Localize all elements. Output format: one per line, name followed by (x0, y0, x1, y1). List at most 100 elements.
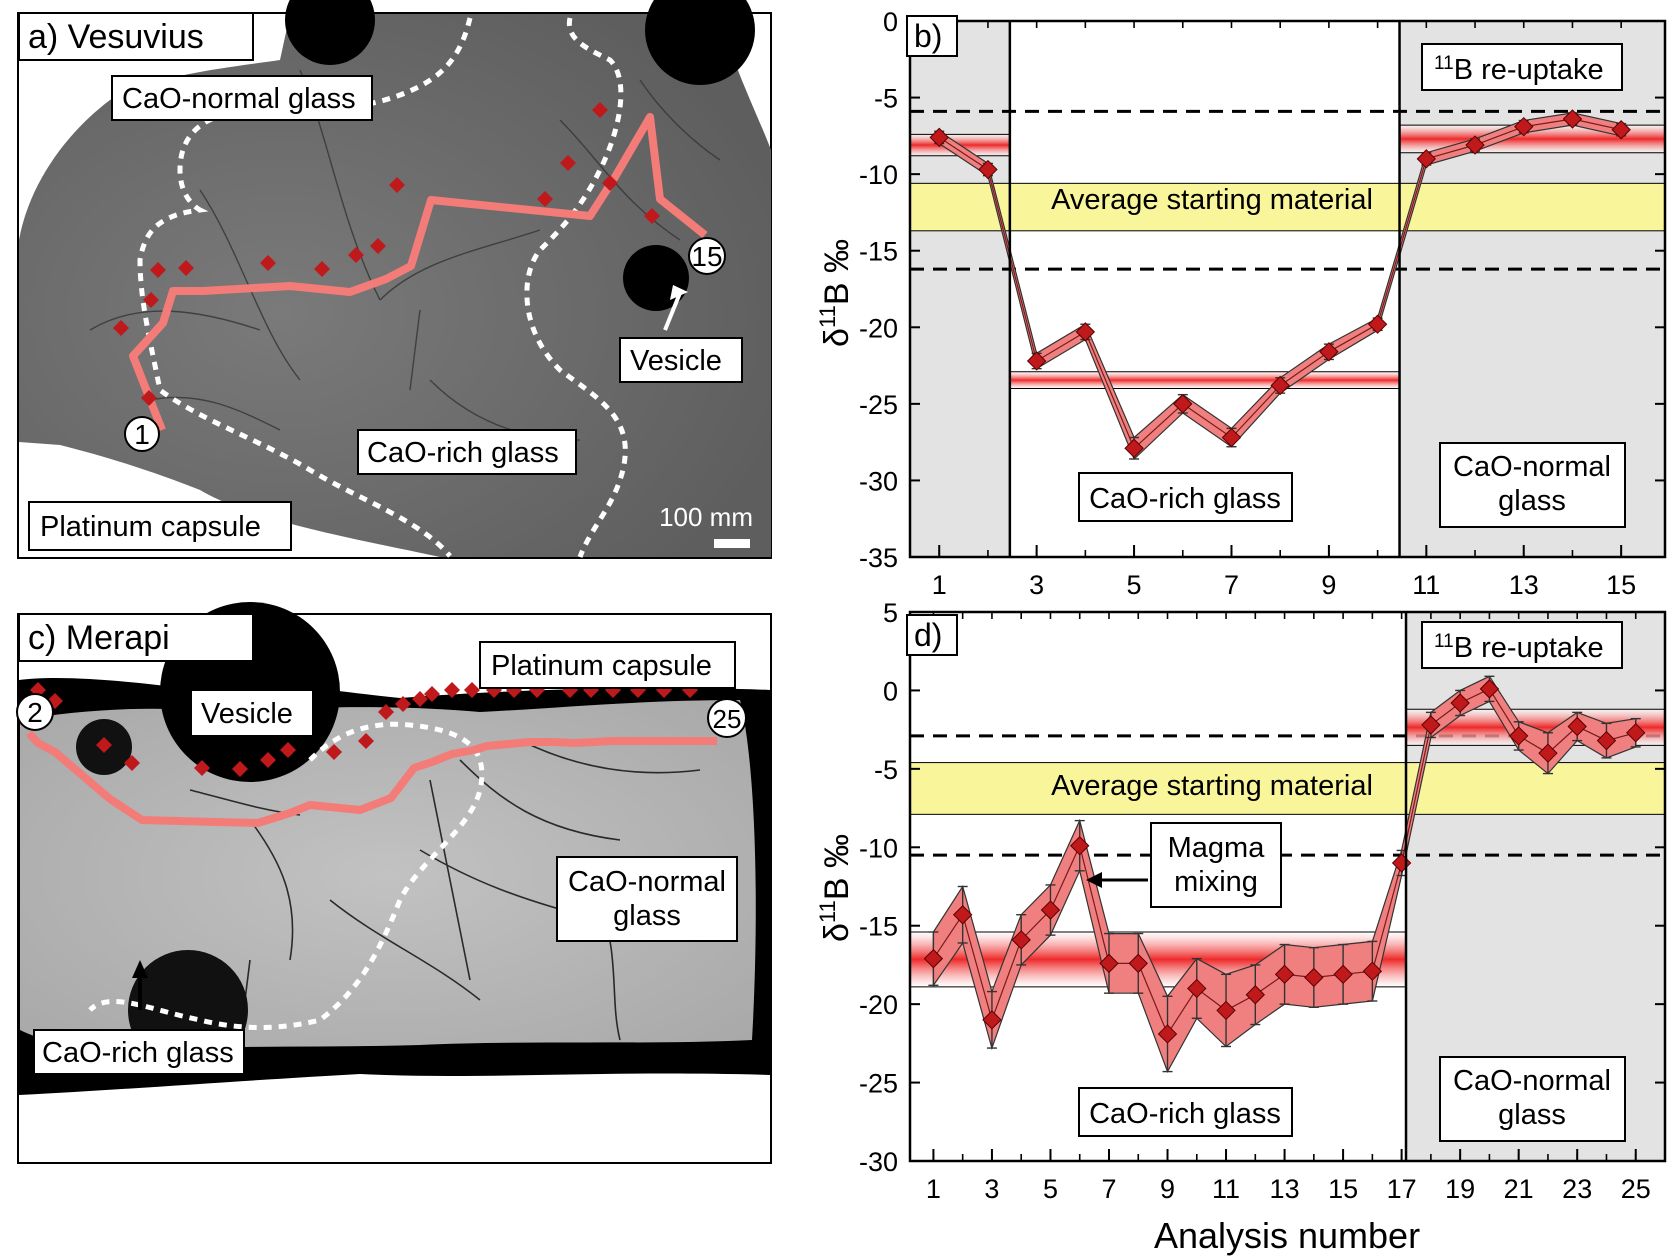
panel-a-title: a) Vesuvius (28, 18, 204, 56)
y-tick-label: 0 (883, 7, 898, 37)
data-point (1596, 730, 1617, 751)
starting-material-band (909, 762, 1666, 815)
y-tick-label: 5 (883, 598, 898, 628)
data-point (1245, 985, 1266, 1005)
data-point (1070, 836, 1090, 856)
chart-panel-d: 50-5-10-15-20-25-301 3 5 7 9 11 13 15 17 19 21 23 25… (815, 598, 1667, 1256)
data-point (1026, 351, 1047, 371)
x-tick-label: 23 (1562, 1174, 1592, 1204)
y-tick-label: -15 (859, 237, 898, 267)
x-tick-label: 13 (1270, 1174, 1300, 1204)
x-tick-label: 11 (1412, 570, 1440, 600)
reuptake-box (1421, 621, 1623, 669)
x-tick-label: 21 (1504, 1174, 1534, 1204)
panel-a-vesuvius-image: 1 15 a) Vesuvius CaO-normal glass Vesicl… (17, 0, 772, 559)
data-point (1075, 322, 1096, 342)
trace-marker (314, 261, 330, 277)
panel-label: d) (914, 617, 942, 653)
trace-marker (424, 686, 440, 702)
data-point (923, 948, 944, 969)
trace-marker (178, 260, 194, 276)
data-point (1128, 953, 1148, 974)
vesicle-shape (285, 0, 375, 65)
capsule-box (479, 641, 736, 689)
data-point (1391, 853, 1412, 873)
trace-marker (464, 682, 480, 698)
chart-panel-b: 0-5-10-15-20-25-30-351 3 5 7 9 11 13 15 b) 11B … (815, 7, 1667, 600)
cao-rich-label: CaO-rich glass (1089, 483, 1281, 515)
data-point (1333, 964, 1353, 985)
starting-material-label: Average starting material (1051, 184, 1373, 216)
analysis-markers-a (113, 102, 660, 406)
capsule-box (28, 501, 292, 551)
x-tick-label: 9 (1160, 1174, 1175, 1204)
end-point-badge (688, 237, 726, 275)
trace-marker (260, 752, 276, 768)
cao-rich-label: CaO-rich glass (42, 1037, 234, 1069)
x-tick-label: 17 (1387, 1174, 1417, 1204)
plot-frame (908, 610, 1667, 1163)
y-tick-label: 0 (883, 676, 898, 706)
end-point-label: 25 (713, 704, 742, 734)
x-axis-label: Analysis number (1154, 1215, 1420, 1256)
x-tick-label: 5 (1127, 570, 1142, 600)
data-point (1416, 149, 1437, 169)
starting-material-label: Average starting material (1051, 770, 1373, 802)
trace-marker (560, 155, 576, 171)
y-tick-label: -20 (859, 313, 898, 343)
x-tick-label: 9 (1321, 570, 1336, 600)
data-point (1124, 438, 1144, 458)
trace-marker (444, 682, 460, 698)
cao-normal-label-line2: glass (613, 900, 681, 932)
reuptake-label: 11B re-uptake (1434, 53, 1604, 86)
cao-normal-box (556, 856, 738, 942)
vesicle-label: Vesicle (201, 698, 293, 730)
glass-crack-lines (189, 739, 701, 1041)
x-tick-label: 11 (1212, 1174, 1240, 1204)
y-tick-label: -5 (874, 755, 898, 785)
cao-normal-box (111, 75, 373, 121)
data-point (1362, 961, 1383, 981)
panel-label: b) (914, 18, 942, 54)
capsule-label: Platinum capsule (40, 511, 261, 543)
trace-marker (602, 175, 618, 191)
y-tick-label: -20 (859, 990, 898, 1020)
trace-marker (395, 696, 411, 712)
trace-marker (389, 177, 405, 193)
y-tick-label: -15 (859, 912, 898, 942)
x-tick-label: 3 (984, 1174, 999, 1204)
data-point (1367, 314, 1388, 334)
cao-normal-label-line1: CaO-normal (568, 866, 726, 898)
data-point (982, 1010, 1002, 1030)
cao-normal-box (1439, 442, 1626, 528)
y-tick-label: -35 (859, 543, 898, 573)
trace-marker (412, 691, 428, 707)
starting-material-band (909, 182, 1666, 232)
trace-marker (280, 742, 296, 758)
trace-marker (124, 755, 140, 771)
scale-bar (600, 1141, 765, 1151)
panel-label-box (906, 614, 958, 656)
end-point-badge (707, 698, 747, 738)
data-point (1626, 723, 1646, 743)
cao-rich-box (1078, 1087, 1293, 1137)
data-point (1221, 427, 1242, 448)
data-point (1508, 726, 1529, 746)
trace-marker (348, 247, 364, 263)
y-tick-label: -25 (859, 390, 898, 420)
trace-marker (592, 102, 608, 118)
trace-marker (194, 760, 210, 776)
x-tick-label: 5 (1043, 1174, 1058, 1204)
data-point (1611, 120, 1631, 140)
y-tick-label: -10 (859, 160, 898, 190)
vesicle-label: Vesicle (630, 345, 722, 377)
trace-marker (150, 262, 166, 278)
y-tick-label: -30 (859, 466, 898, 496)
magma-mixing-box (1150, 822, 1282, 908)
trace-marker (378, 704, 394, 720)
glass-sample (19, 14, 771, 557)
vesicle-box (619, 337, 743, 383)
magma-mixing-label-line2: mixing (1174, 866, 1258, 898)
data-point (1040, 900, 1061, 920)
